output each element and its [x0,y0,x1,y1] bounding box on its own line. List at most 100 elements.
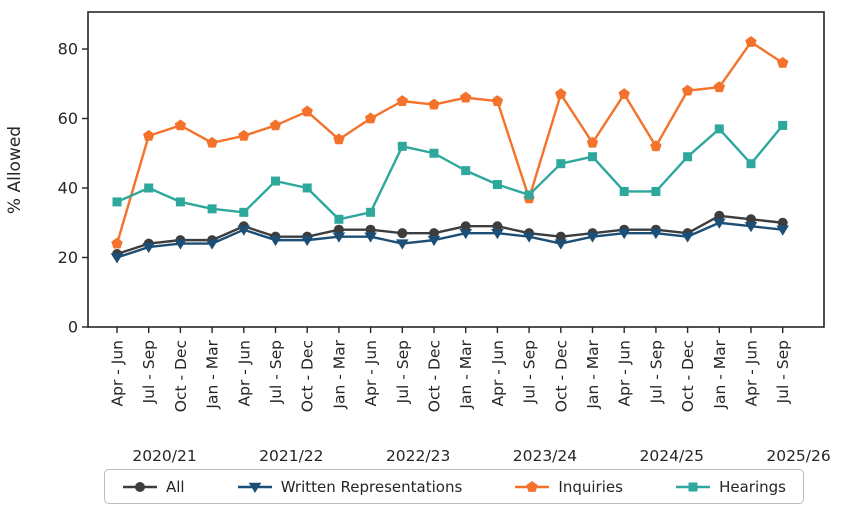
y-tick-label: 80 [58,40,78,59]
series-hearings-marker [429,148,439,158]
series-written-representations-marker [142,242,155,254]
series-inquiries-marker [650,140,662,152]
x-tick-label: Apr - Jun [616,340,634,406]
series-inquiries-marker [460,91,472,103]
y-tick-label: 40 [58,179,78,198]
series-inquiries-marker [143,129,155,141]
year-group-label: 2023/24 [513,447,577,465]
series-inquiries-marker [206,136,218,148]
series-all-marker [777,217,788,228]
series-hearings-marker [144,183,154,193]
series-hearings-marker [683,152,693,162]
series-hearings-marker [714,124,724,134]
series-written-representations-marker [269,235,282,247]
series-inquiries-marker [333,133,345,145]
x-tick-label: Oct - Dec [426,340,444,412]
series-written-representations-marker [554,239,568,250]
year-group-label: 2020/21 [132,447,196,465]
x-tick-label: Jan - Mar [457,339,475,409]
series-all-marker [333,224,344,235]
legend-label-hearings: Hearings [719,477,786,496]
series-hearings-line [116,124,784,221]
series-inquiries-marker [364,112,377,124]
x-tick-label: Apr - Jun [109,340,127,406]
x-tick-label: Oct - Dec [552,340,570,412]
series-inquiries-marker [491,95,504,106]
series-hearings-marker [302,183,312,193]
series-all-marker [460,221,471,232]
series-inquiries-marker [681,84,694,96]
series-written-representations-marker [681,232,694,243]
series-inquiries-marker [618,88,630,100]
year-group-label: 2021/22 [259,447,323,465]
series-hearings-marker [112,197,122,207]
series-all-line [116,214,783,256]
series-all-marker [492,221,503,232]
series-written-representations-marker [649,228,663,240]
series-hearings-marker [651,186,661,196]
x-tick-label: Jan - Mar [204,339,222,409]
year-group-label: 2022/23 [386,447,450,465]
series-hearings-marker [524,190,534,200]
series-written-representations-marker [396,239,409,250]
x-tick-label: Jul - Sep [394,340,412,404]
series-hearings-marker [556,159,566,169]
series-hearings-marker [492,180,502,190]
legend-item-inquiries[interactable]: Inquiries [514,478,623,496]
plot-border [87,11,825,328]
series-inquiries-marker [396,95,408,106]
series-written-representations-line [116,221,783,259]
series-hearings-marker [175,197,185,207]
legend-label-inquiries: Inquiries [558,477,623,496]
legend-label-written-representations: Written Representations [280,477,463,496]
y-tick-label: 0 [68,318,78,337]
series-all-marker [397,228,408,239]
x-tick-label: Jan - Mar [711,339,729,409]
hearings-marker-icon [676,482,711,491]
inquiries-marker-icon [515,480,550,492]
series-all-marker [714,210,725,221]
x-tick-label: Apr - Jun [362,340,380,406]
series-inquiries-marker [428,98,440,110]
series-inquiries-marker [111,237,123,249]
x-tick-label: Jan - Mar [584,339,602,409]
series-inquiries-marker [174,119,187,131]
series-written-representations-marker [459,228,472,240]
series-inquiries-marker [269,119,282,131]
x-tick-label: Jul - Sep [140,340,158,404]
line-chart: 0 20 40 60 80 % Allowed Apr - Jun Jul - Sep Oct … [5,11,831,465]
legend-item-all[interactable]: All [122,478,185,496]
y-axis-title: % Allowed [5,126,25,214]
series-written-representations-marker [300,235,314,247]
x-tick-label: Jul - Sep [267,340,285,404]
x-tick-label: Oct - Dec [679,340,697,412]
series-written-representations-marker [332,232,346,243]
year-group-label: 2024/25 [640,447,704,465]
series-written-representations-marker [744,222,758,233]
all-marker-icon [123,481,157,492]
x-tick-label: Jul - Sep [774,340,792,404]
series-all-marker [746,214,756,225]
series-written-representations-marker [364,232,377,243]
series-hearings-marker [239,207,249,217]
series-hearings-marker [588,152,597,162]
x-tick-label: Oct - Dec [172,340,190,412]
series-hearings-marker [334,214,344,224]
legend-item-written-representations[interactable]: Written Representations [237,477,463,496]
series-written-representations-marker [491,228,504,240]
series-inquiries-marker [586,136,599,148]
series-all-marker [555,231,566,242]
series-written-representations-marker [174,239,187,250]
series-written-representations-marker [586,232,599,243]
series-written-representations-marker [205,239,219,250]
series-hearings-marker [778,120,788,130]
series-written-representations-marker [617,228,631,240]
legend-item-hearings[interactable]: Hearings [675,478,786,496]
written-representations-marker-icon [237,482,272,493]
series-written-representations-marker [427,235,441,247]
series-inquiries-marker [301,105,313,117]
x-tick-label: Jul - Sep [521,340,539,404]
x-tick-label: Apr - Jun [743,340,761,406]
series-all-marker [429,228,439,239]
series-written-representations-marker [713,218,726,229]
